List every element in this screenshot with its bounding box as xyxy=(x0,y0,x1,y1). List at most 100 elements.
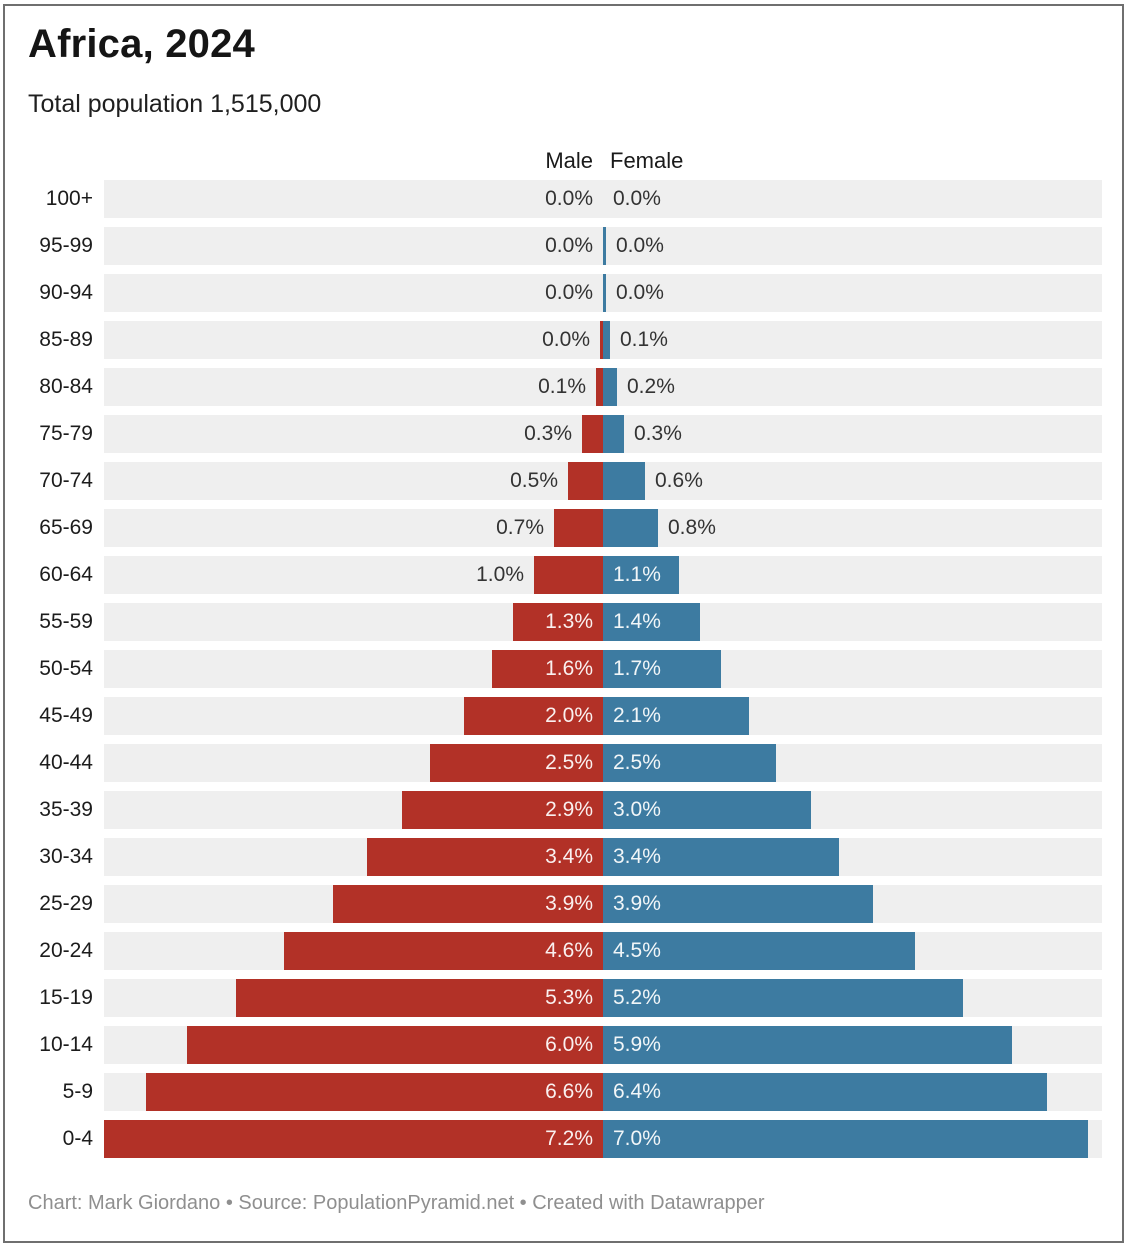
male-value-label: 1.3% xyxy=(545,610,593,633)
row-band: 0.3% 0.3% xyxy=(104,415,1102,453)
female-value-label: 1.4% xyxy=(613,610,661,633)
female-value-label: 4.5% xyxy=(613,939,661,962)
pyramid-row: 60-64 1.0% 1.1% xyxy=(5,556,1126,594)
female-value-label: 0.6% xyxy=(655,469,703,492)
age-group-label: 15-19 xyxy=(39,986,93,1009)
female-value-label: 0.0% xyxy=(616,234,664,257)
female-bar xyxy=(603,650,721,688)
age-group-label: 30-34 xyxy=(39,845,93,868)
age-group-label: 65-69 xyxy=(39,516,93,539)
male-bar xyxy=(582,415,603,453)
age-group-label: 75-79 xyxy=(39,422,93,445)
pyramid-row: 55-59 1.3% 1.4% xyxy=(5,603,1126,641)
male-value-label: 0.3% xyxy=(524,422,572,445)
male-bar xyxy=(430,744,603,782)
male-value-label: 6.6% xyxy=(545,1080,593,1103)
male-bar xyxy=(596,368,603,406)
male-bar xyxy=(236,979,603,1017)
male-bar xyxy=(513,603,603,641)
female-bar xyxy=(603,274,606,312)
row-band: 6.0% 5.9% xyxy=(104,1026,1102,1064)
female-bar xyxy=(603,227,606,265)
age-group-label: 0-4 xyxy=(62,1127,93,1150)
age-group-label: 95-99 xyxy=(39,234,93,257)
pyramid-row: 5-9 6.6% 6.4% xyxy=(5,1073,1126,1111)
male-value-label: 3.4% xyxy=(545,845,593,868)
female-value-label: 3.4% xyxy=(613,845,661,868)
female-value-label: 0.1% xyxy=(620,328,668,351)
row-band: 0.0% 0.0% xyxy=(104,180,1102,218)
pyramid-row: 80-84 0.1% 0.2% xyxy=(5,368,1126,406)
male-bar xyxy=(333,885,603,923)
male-value-label: 6.0% xyxy=(545,1033,593,1056)
male-value-label: 0.7% xyxy=(496,516,544,539)
row-band: 3.9% 3.9% xyxy=(104,885,1102,923)
row-band: 4.6% 4.5% xyxy=(104,932,1102,970)
pyramid-row: 75-79 0.3% 0.3% xyxy=(5,415,1126,453)
pyramid-row: 35-39 2.9% 3.0% xyxy=(5,791,1126,829)
pyramid-row: 15-19 5.3% 5.2% xyxy=(5,979,1126,1017)
pyramid-row: 25-29 3.9% 3.9% xyxy=(5,885,1126,923)
row-band: 5.3% 5.2% xyxy=(104,979,1102,1017)
male-value-label: 4.6% xyxy=(545,939,593,962)
row-band: 0.0% 0.0% xyxy=(104,274,1102,312)
row-band: 0.7% 0.8% xyxy=(104,509,1102,547)
male-bar xyxy=(146,1073,603,1111)
pyramid-row: 40-44 2.5% 2.5% xyxy=(5,744,1126,782)
female-bar xyxy=(603,509,658,547)
row-band: 2.0% 2.1% xyxy=(104,697,1102,735)
male-bar xyxy=(534,556,603,594)
female-value-label: 3.9% xyxy=(613,892,661,915)
pyramid-row: 50-54 1.6% 1.7% xyxy=(5,650,1126,688)
row-band: 0.5% 0.6% xyxy=(104,462,1102,500)
pyramid-row: 95-99 0.0% 0.0% xyxy=(5,227,1126,265)
female-bar xyxy=(603,556,679,594)
female-bar xyxy=(603,885,873,923)
pyramid-row: 30-34 3.4% 3.4% xyxy=(5,838,1126,876)
female-bar xyxy=(603,415,624,453)
male-bar xyxy=(187,1026,603,1064)
age-group-label: 25-29 xyxy=(39,892,93,915)
row-band: 3.4% 3.4% xyxy=(104,838,1102,876)
age-group-label: 50-54 xyxy=(39,657,93,680)
age-group-label: 100+ xyxy=(45,187,93,210)
male-value-label: 1.6% xyxy=(545,657,593,680)
male-bar xyxy=(464,697,603,735)
female-bar xyxy=(603,932,915,970)
female-bar xyxy=(603,979,963,1017)
female-value-label: 5.9% xyxy=(613,1033,661,1056)
male-bar xyxy=(284,932,603,970)
female-value-label: 0.8% xyxy=(668,516,716,539)
male-value-label: 0.0% xyxy=(545,281,593,304)
pyramid-row: 85-89 0.0% 0.1% xyxy=(5,321,1126,359)
age-group-label: 55-59 xyxy=(39,610,93,633)
row-band: 1.6% 1.7% xyxy=(104,650,1102,688)
male-value-label: 2.5% xyxy=(545,751,593,774)
pyramid-row: 0-4 7.2% 7.0% xyxy=(5,1120,1126,1158)
chart-subtitle: Total population 1,515,000 xyxy=(28,90,322,118)
age-group-label: 85-89 xyxy=(39,328,93,351)
row-band: 1.0% 1.1% xyxy=(104,556,1102,594)
female-bar xyxy=(603,603,700,641)
male-column-header: Male xyxy=(545,148,593,173)
male-value-label: 2.9% xyxy=(545,798,593,821)
male-value-label: 0.0% xyxy=(545,234,593,257)
female-bar xyxy=(603,697,749,735)
female-value-label: 1.7% xyxy=(613,657,661,680)
female-value-label: 0.2% xyxy=(627,375,675,398)
age-group-label: 70-74 xyxy=(39,469,93,492)
age-group-label: 80-84 xyxy=(39,375,93,398)
female-value-label: 5.2% xyxy=(613,986,661,1009)
age-group-label: 35-39 xyxy=(39,798,93,821)
female-bar xyxy=(603,368,617,406)
male-value-label: 1.0% xyxy=(476,563,524,586)
male-value-label: 0.1% xyxy=(538,375,586,398)
chart-frame: Africa, 2024 Total population 1,515,000 … xyxy=(3,4,1124,1243)
pyramid-rows: 100+ 0.0% 0.0% 95-99 0.0% 0.0% 90-94 0.0% 0.0% 85… xyxy=(5,180,1126,1167)
age-group-label: 10-14 xyxy=(39,1033,93,1056)
female-bar xyxy=(603,321,610,359)
row-band: 2.5% 2.5% xyxy=(104,744,1102,782)
male-value-label: 0.0% xyxy=(545,187,593,210)
pyramid-row: 20-24 4.6% 4.5% xyxy=(5,932,1126,970)
female-bar xyxy=(603,1026,1012,1064)
